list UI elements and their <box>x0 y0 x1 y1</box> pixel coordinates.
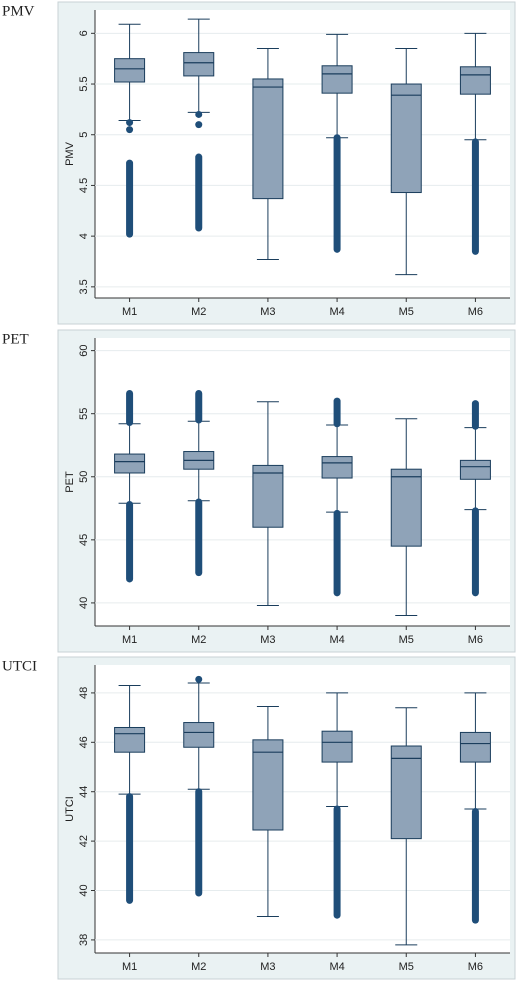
y-tick-label: 55 <box>78 408 90 420</box>
outlier <box>195 121 203 129</box>
y-axis-label: UTCI <box>64 796 76 822</box>
chart-title: PET <box>2 331 29 347</box>
y-tick-label: 38 <box>78 934 90 946</box>
y-tick-label: 6 <box>78 30 90 36</box>
box <box>390 83 422 194</box>
y-tick-label: 40 <box>78 884 90 896</box>
x-tick-label: M6 <box>468 634 483 646</box>
x-tick-label: M5 <box>399 961 414 973</box>
x-tick-label: M4 <box>329 961 344 973</box>
box <box>252 739 284 831</box>
outlier <box>126 119 134 127</box>
x-tick-label: M5 <box>399 634 414 646</box>
box <box>183 52 215 77</box>
y-tick-label: 4 <box>78 233 90 239</box>
outlier <box>195 110 203 118</box>
box <box>183 722 215 748</box>
y-axis-label: PET <box>64 471 76 493</box>
x-tick-label: M3 <box>260 634 275 646</box>
box <box>321 730 353 763</box>
chart-title: PMV <box>2 3 35 19</box>
y-tick-label: 4.5 <box>78 178 90 193</box>
box <box>321 456 353 479</box>
plot-area <box>95 10 510 298</box>
y-tick-label: 42 <box>78 835 90 847</box>
box <box>390 468 422 547</box>
x-tick-label: M3 <box>260 961 275 973</box>
box <box>459 459 491 480</box>
box <box>459 66 491 95</box>
x-tick-label: M5 <box>399 306 414 318</box>
y-tick-label: 48 <box>78 687 90 699</box>
y-tick-label: 45 <box>78 534 90 546</box>
box <box>114 58 146 83</box>
x-tick-label: M4 <box>329 306 344 318</box>
outlier <box>126 126 134 134</box>
x-tick-label: M1 <box>122 306 137 318</box>
box <box>321 65 353 94</box>
y-tick-label: 3.5 <box>78 279 90 294</box>
box <box>459 731 491 763</box>
box <box>252 464 284 528</box>
y-axis-label: PMV <box>64 141 76 166</box>
x-tick-label: M1 <box>122 634 137 646</box>
outlier <box>195 675 203 683</box>
plot-area <box>95 665 510 953</box>
y-tick-label: 5 <box>78 132 90 138</box>
box <box>252 78 284 200</box>
y-tick-label: 50 <box>78 471 90 483</box>
x-tick-label: M1 <box>122 961 137 973</box>
box <box>390 745 422 840</box>
y-tick-label: 5.5 <box>78 76 90 91</box>
x-tick-label: M2 <box>191 634 206 646</box>
box <box>114 726 146 753</box>
x-tick-label: M3 <box>260 306 275 318</box>
box <box>114 453 146 474</box>
x-tick-label: M4 <box>329 634 344 646</box>
x-tick-label: M6 <box>468 961 483 973</box>
y-tick-label: 60 <box>78 344 90 356</box>
x-tick-label: M2 <box>191 306 206 318</box>
x-tick-label: M2 <box>191 961 206 973</box>
plot-area <box>95 338 510 626</box>
x-tick-label: M6 <box>468 306 483 318</box>
y-tick-label: 40 <box>78 597 90 609</box>
y-tick-label: 46 <box>78 736 90 748</box>
y-tick-label: 44 <box>78 786 90 798</box>
chart-title: UTCI <box>2 658 37 674</box>
